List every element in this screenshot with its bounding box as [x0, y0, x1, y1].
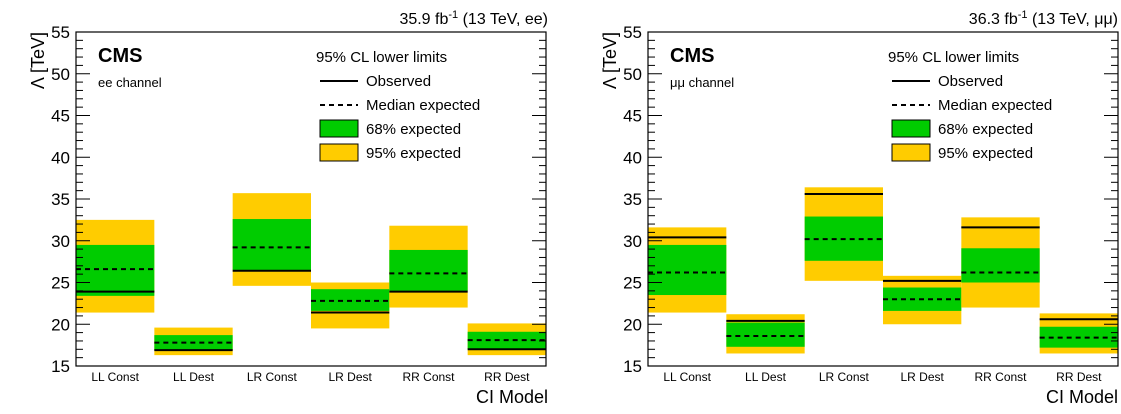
- x-tick-label: LR Dest: [900, 370, 944, 384]
- legend-title: 95% CL lower limits: [888, 49, 1019, 66]
- y-tick-label: 15: [623, 357, 642, 376]
- y-axis-label: Λ [TeV]: [600, 32, 620, 89]
- legend-entry: Observed: [366, 73, 431, 90]
- chart-panel-1: LL Const LL Dest LR Const LR Dest RR Const RR…: [28, 9, 548, 407]
- x-tick-label: RR Dest: [484, 370, 530, 384]
- legend-68-swatch: [320, 120, 358, 137]
- x-tick-label: LR Const: [819, 370, 870, 384]
- legend-title: 95% CL lower limits: [316, 49, 447, 66]
- band-68-5: [389, 250, 467, 291]
- channel-label: ee channel: [98, 75, 162, 90]
- y-tick-label: 15: [51, 357, 70, 376]
- legend-entry: 68% expected: [938, 121, 1033, 138]
- legend-entry: 95% expected: [366, 145, 461, 162]
- legend-entry: 68% expected: [366, 121, 461, 138]
- x-tick-label: RR Const: [974, 370, 1027, 384]
- x-tick-label: LL Const: [91, 370, 139, 384]
- x-tick-label: LR Dest: [328, 370, 372, 384]
- y-axis-label: Λ [TeV]: [28, 32, 48, 89]
- legend-68-swatch: [892, 120, 930, 137]
- channel-label: μμ channel: [670, 75, 734, 90]
- experiment-label: CMS: [670, 45, 714, 67]
- band-68-5: [961, 248, 1039, 282]
- y-tick-label: 40: [623, 148, 642, 167]
- band-68-1: [648, 245, 726, 295]
- experiment-label: CMS: [98, 45, 142, 67]
- chart-panel-2: LL Const LL Dest LR Const LR Dest RR Const RR…: [600, 9, 1118, 407]
- y-tick-label: 30: [623, 232, 642, 251]
- x-tick-label: LL Dest: [173, 370, 215, 384]
- y-tick-label: 45: [623, 107, 642, 126]
- x-tick-label: RR Const: [402, 370, 455, 384]
- y-tick-label: 35: [51, 190, 70, 209]
- y-tick-label: 30: [51, 232, 70, 251]
- y-tick-label: 55: [51, 23, 70, 42]
- x-tick-label: LL Const: [663, 370, 711, 384]
- y-tick-label: 35: [623, 190, 642, 209]
- band-68-1: [76, 245, 154, 296]
- y-tick-label: 20: [623, 315, 642, 334]
- x-tick-label: RR Dest: [1056, 370, 1102, 384]
- x-tick-label: LL Dest: [745, 370, 787, 384]
- legend-entry: Median expected: [938, 97, 1052, 114]
- x-axis-label: CI Model: [476, 387, 548, 407]
- y-tick-label: 25: [623, 274, 642, 293]
- y-tick-label: 50: [51, 65, 70, 84]
- y-tick-label: 25: [51, 274, 70, 293]
- legend-entry: Observed: [938, 73, 1003, 90]
- y-tick-label: 20: [51, 315, 70, 334]
- y-tick-label: 40: [51, 148, 70, 167]
- band-68-2: [726, 323, 804, 347]
- x-axis-label: CI Model: [1046, 387, 1118, 407]
- legend-95-swatch: [892, 144, 930, 161]
- y-tick-label: 45: [51, 107, 70, 126]
- y-tick-label: 55: [623, 23, 642, 42]
- luminosity-label: 36.3 fb-1 (13 TeV, μμ): [969, 9, 1118, 28]
- legend-entry: Median expected: [366, 97, 480, 114]
- y-tick-label: 50: [623, 65, 642, 84]
- legend-entry: 95% expected: [938, 145, 1033, 162]
- band-68-3: [233, 219, 311, 270]
- legend-95-swatch: [320, 144, 358, 161]
- x-tick-label: LR Const: [247, 370, 298, 384]
- luminosity-label: 35.9 fb-1 (13 TeV, ee): [399, 9, 548, 28]
